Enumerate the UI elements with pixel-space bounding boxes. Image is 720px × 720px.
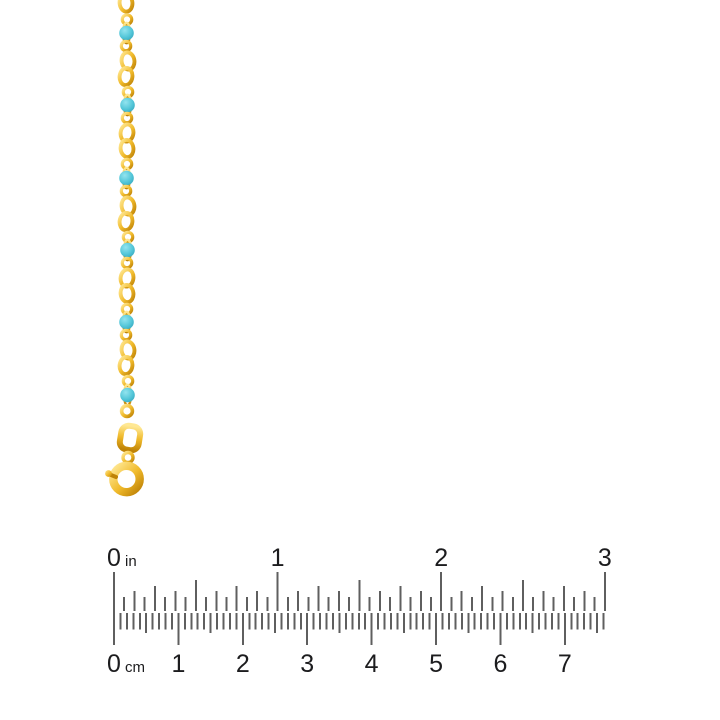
- cm-label-6: 6: [494, 650, 508, 678]
- chain-bead: [120, 97, 135, 113]
- chain-bead: [120, 387, 135, 403]
- inch-unit-label: in: [125, 553, 137, 570]
- cm-label-1: 1: [171, 650, 185, 678]
- cm-label-0: 0: [107, 650, 121, 678]
- chain-link-oval: [117, 354, 135, 377]
- clasp-knob: [105, 470, 112, 477]
- inch-label-1: 1: [271, 544, 285, 572]
- chain-link-small: [120, 111, 134, 125]
- chain-bead: [119, 170, 134, 186]
- inch-scale: 0 1 2 3 in: [107, 544, 612, 645]
- clasp-tag-link: [116, 422, 144, 454]
- chain-link-small: [119, 328, 133, 342]
- inch-label-2: 2: [434, 544, 448, 572]
- spring-ring-body: [109, 461, 144, 497]
- chain-link-small: [120, 256, 134, 270]
- spring-ring-clasp: [105, 403, 144, 497]
- cm-label-4: 4: [365, 650, 379, 678]
- chain-link-oval: [118, 282, 136, 305]
- chain-link-small: [121, 230, 135, 244]
- bead-chain: [117, 0, 137, 407]
- chain-link-oval: [117, 65, 135, 88]
- chain-link-oval: [117, 210, 135, 233]
- clasp-connector-ring: [121, 450, 135, 465]
- clasp-knob-stem: [109, 473, 118, 479]
- chain-bead: [120, 242, 135, 258]
- cm-label-5: 5: [429, 650, 443, 678]
- cm-label-7: 7: [558, 650, 572, 678]
- chain-link-oval: [117, 0, 135, 14]
- cm-label-3: 3: [300, 650, 314, 678]
- chain-bead: [119, 314, 134, 330]
- clasp-connector-ring: [119, 403, 135, 419]
- chain-link-oval: [118, 137, 136, 160]
- cm-unit-label: cm: [125, 659, 145, 676]
- cm-label-2: 2: [236, 650, 250, 678]
- cm-scale: 0 1 2 3 4 5 6 7 cm: [107, 613, 605, 678]
- inch-label-0: 0: [107, 544, 121, 572]
- chain-link-small: [120, 302, 134, 316]
- chain-link-small: [119, 39, 133, 53]
- chain-bead: [119, 25, 134, 41]
- inch-label-3: 3: [598, 544, 612, 572]
- chain-link-small: [119, 184, 133, 198]
- chain-link-small: [121, 85, 135, 99]
